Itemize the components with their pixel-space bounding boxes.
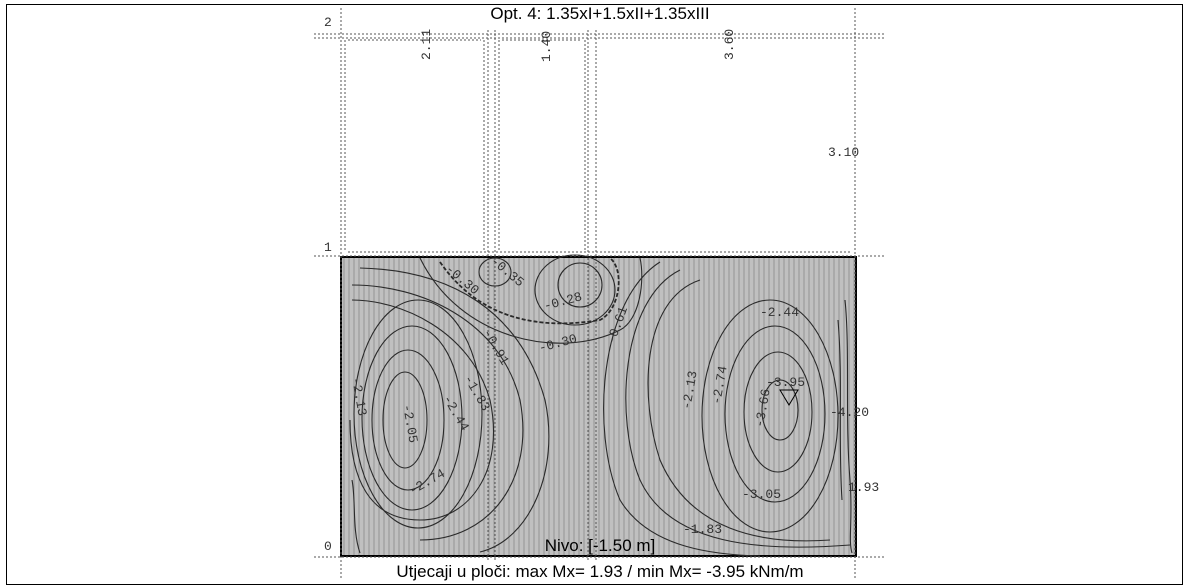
contour-label: -4.20 [830, 405, 869, 420]
upper-label-b: 1.40 [539, 31, 554, 62]
contour-label: -3.66 [752, 388, 774, 429]
contour-label: 1.93 [848, 480, 879, 495]
upper-label-d: 3.10 [828, 145, 859, 160]
grid-row-0-label: 0 [324, 539, 332, 554]
moment-contours [349, 254, 853, 557]
grid-row-1-label: 1 [324, 240, 332, 255]
contour-label: -2.13 [679, 370, 701, 411]
contour-label: -1.83 [683, 522, 722, 537]
contour-label: -2.05 [399, 403, 421, 444]
contour-label: -3.05 [742, 487, 781, 502]
contour-label: -2.74 [709, 364, 731, 405]
upper-label-c: 3.60 [722, 29, 737, 60]
load-combination-title: Opt. 4: 1.35xI+1.5xII+1.35xIII [490, 4, 710, 23]
contour-label: -2.44 [760, 305, 799, 320]
plate-result-summary: Utjecaji u ploči: max Mx= 1.93 / min Mx=… [396, 562, 804, 581]
min-marker [779, 389, 799, 406]
grid-row-2-label: 2 [324, 15, 332, 30]
contour-label: -2.13 [348, 376, 370, 417]
grid-lines [314, 8, 884, 580]
upper-label-a: 2.11 [419, 29, 434, 60]
contour-label: -3.95 [766, 375, 805, 390]
level-label: Nivo: [-1.50 m] [544, 536, 656, 555]
